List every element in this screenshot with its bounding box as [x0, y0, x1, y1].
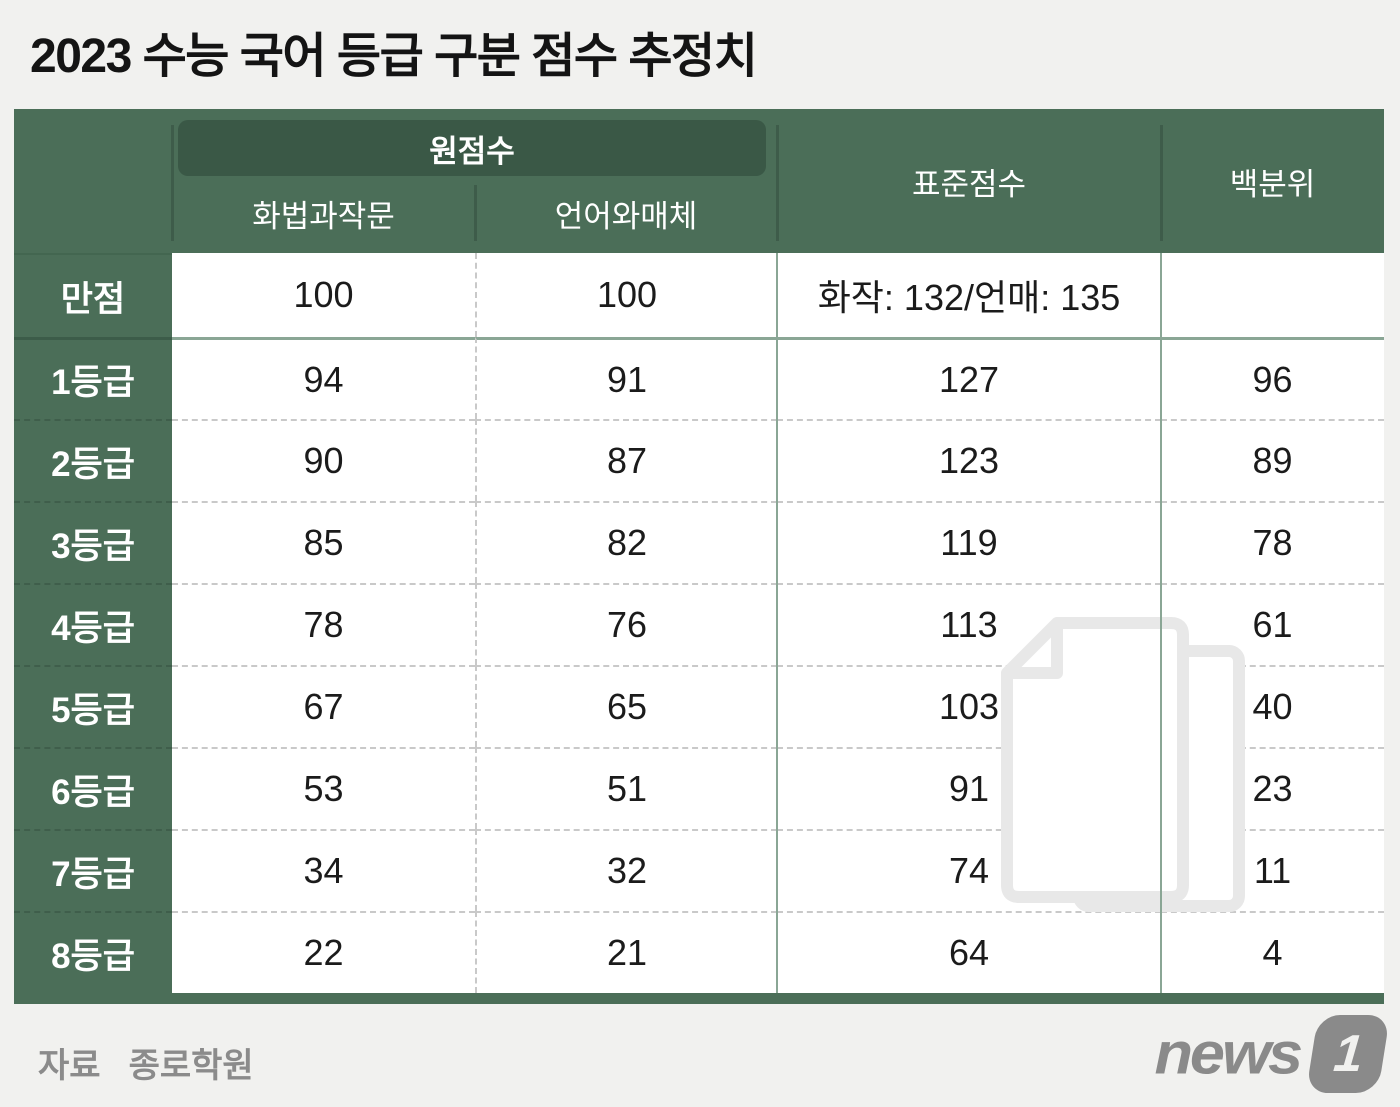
percentile-cell: 89	[1161, 419, 1384, 501]
raw-score-group-header: 원점수	[178, 120, 766, 176]
table-row: 만점 100 100 화작: 132/언매: 135	[14, 253, 1384, 337]
grade-label-cell: 만점	[14, 253, 172, 337]
raw-score-hwabeop-cell: 22	[172, 911, 475, 993]
grade-label-cell: 2등급	[14, 419, 172, 501]
raw-score-hwabeop-cell: 94	[172, 337, 475, 419]
percentile-cell: 96	[1161, 337, 1384, 419]
percentile-cell: 4	[1161, 911, 1384, 993]
raw-score-eoneo-cell: 65	[475, 665, 777, 747]
standard-score-cell: 119	[777, 501, 1161, 583]
column-header-hwabeop: 화법과작문	[252, 198, 395, 234]
table-row: 2등급 90 87 123 89	[14, 419, 1384, 501]
standard-score-cell: 화작: 132/언매: 135	[777, 253, 1161, 337]
table-row: 8등급 22 21 64 4	[14, 911, 1384, 993]
raw-score-eoneo-cell: 51	[475, 747, 777, 829]
table-row: 5등급 67 65 103 40	[14, 665, 1384, 747]
header-divider	[1160, 125, 1163, 241]
raw-score-eoneo-cell: 91	[475, 337, 777, 419]
grade-label-cell: 3등급	[14, 501, 172, 583]
raw-score-hwabeop-cell: 78	[172, 583, 475, 665]
column-header-eoneo: 언어와매체	[554, 198, 698, 234]
table-row: 1등급 94 91 127 96	[14, 337, 1384, 419]
raw-score-eoneo-cell: 21	[475, 911, 777, 993]
header-divider	[474, 185, 477, 241]
grade-cutoff-table: 원점수 화법과작문 언어와매체 표준점수 백분위 만점 100 100 화작: …	[14, 109, 1384, 1004]
grade-label-cell: 5등급	[14, 665, 172, 747]
header-divider	[776, 125, 779, 241]
column-divider	[776, 253, 778, 993]
source-credit: 자료 종로학원	[38, 1038, 254, 1087]
document-watermark-icon	[979, 609, 1279, 944]
news1-logo: news 1	[1154, 1012, 1391, 1096]
grade-label-cell: 1등급	[14, 337, 172, 419]
raw-score-hwabeop-cell: 100	[172, 253, 475, 337]
header-divider	[171, 125, 174, 241]
grade-label-cell: 8등급	[14, 911, 172, 993]
column-header-standard-score: 표준점수	[911, 166, 1027, 202]
news1-logo-text: news	[1154, 1021, 1303, 1087]
raw-score-hwabeop-cell: 53	[172, 747, 475, 829]
table-row: 3등급 85 82 119 78	[14, 501, 1384, 583]
group-header-label: 원점수	[429, 133, 515, 169]
percentile-cell: 78	[1161, 501, 1384, 583]
page-title: 2023 수능 국어 등급 구분 점수 추정치	[30, 30, 758, 83]
raw-score-eoneo-cell: 76	[475, 583, 777, 665]
table-body: 만점 100 100 화작: 132/언매: 135 1등급 94 91 127…	[14, 253, 1384, 993]
grade-label-cell: 7등급	[14, 829, 172, 911]
raw-score-eoneo-cell: 100	[475, 253, 777, 337]
percentile-cell	[1161, 253, 1384, 337]
standard-score-cell: 64	[777, 911, 1161, 993]
standard-score-cell: 123	[777, 419, 1161, 501]
grade-label-cell: 6등급	[14, 747, 172, 829]
source-label: 자료	[38, 1047, 101, 1085]
source-name: 종로학원	[128, 1047, 254, 1085]
raw-score-hwabeop-cell: 67	[172, 665, 475, 747]
raw-score-hwabeop-cell: 90	[172, 419, 475, 501]
raw-score-hwabeop-cell: 34	[172, 829, 475, 911]
column-header-percentile: 백분위	[1229, 166, 1316, 202]
raw-score-eoneo-cell: 82	[475, 501, 777, 583]
raw-score-eoneo-cell: 32	[475, 829, 777, 911]
news1-logo-badge: 1	[1305, 1015, 1391, 1093]
raw-score-eoneo-cell: 87	[475, 419, 777, 501]
table-header: 원점수 화법과작문 언어와매체 표준점수 백분위	[14, 109, 1384, 253]
raw-score-hwabeop-cell: 85	[172, 501, 475, 583]
table-bottom-bar	[14, 993, 1384, 1004]
grade-label-cell: 4등급	[14, 583, 172, 665]
standard-score-cell: 127	[777, 337, 1161, 419]
column-divider	[1160, 253, 1162, 993]
